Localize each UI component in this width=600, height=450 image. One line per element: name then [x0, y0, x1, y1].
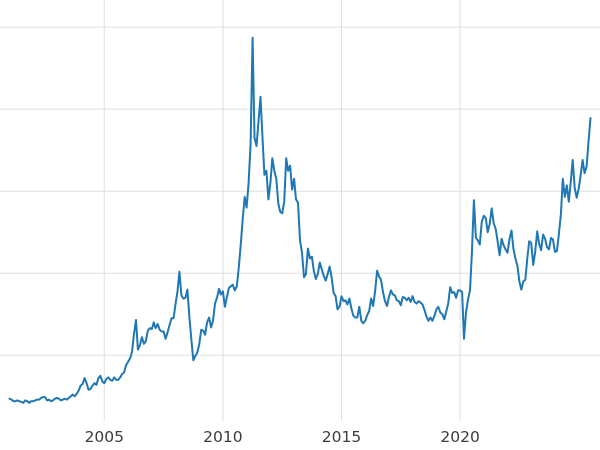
x-tick-label: 2005	[85, 428, 124, 446]
price-series-line	[8, 36, 592, 404]
x-tick-label: 2015	[322, 428, 361, 446]
x-tick-label: 2020	[440, 428, 479, 446]
x-tick-label: 2010	[203, 428, 242, 446]
